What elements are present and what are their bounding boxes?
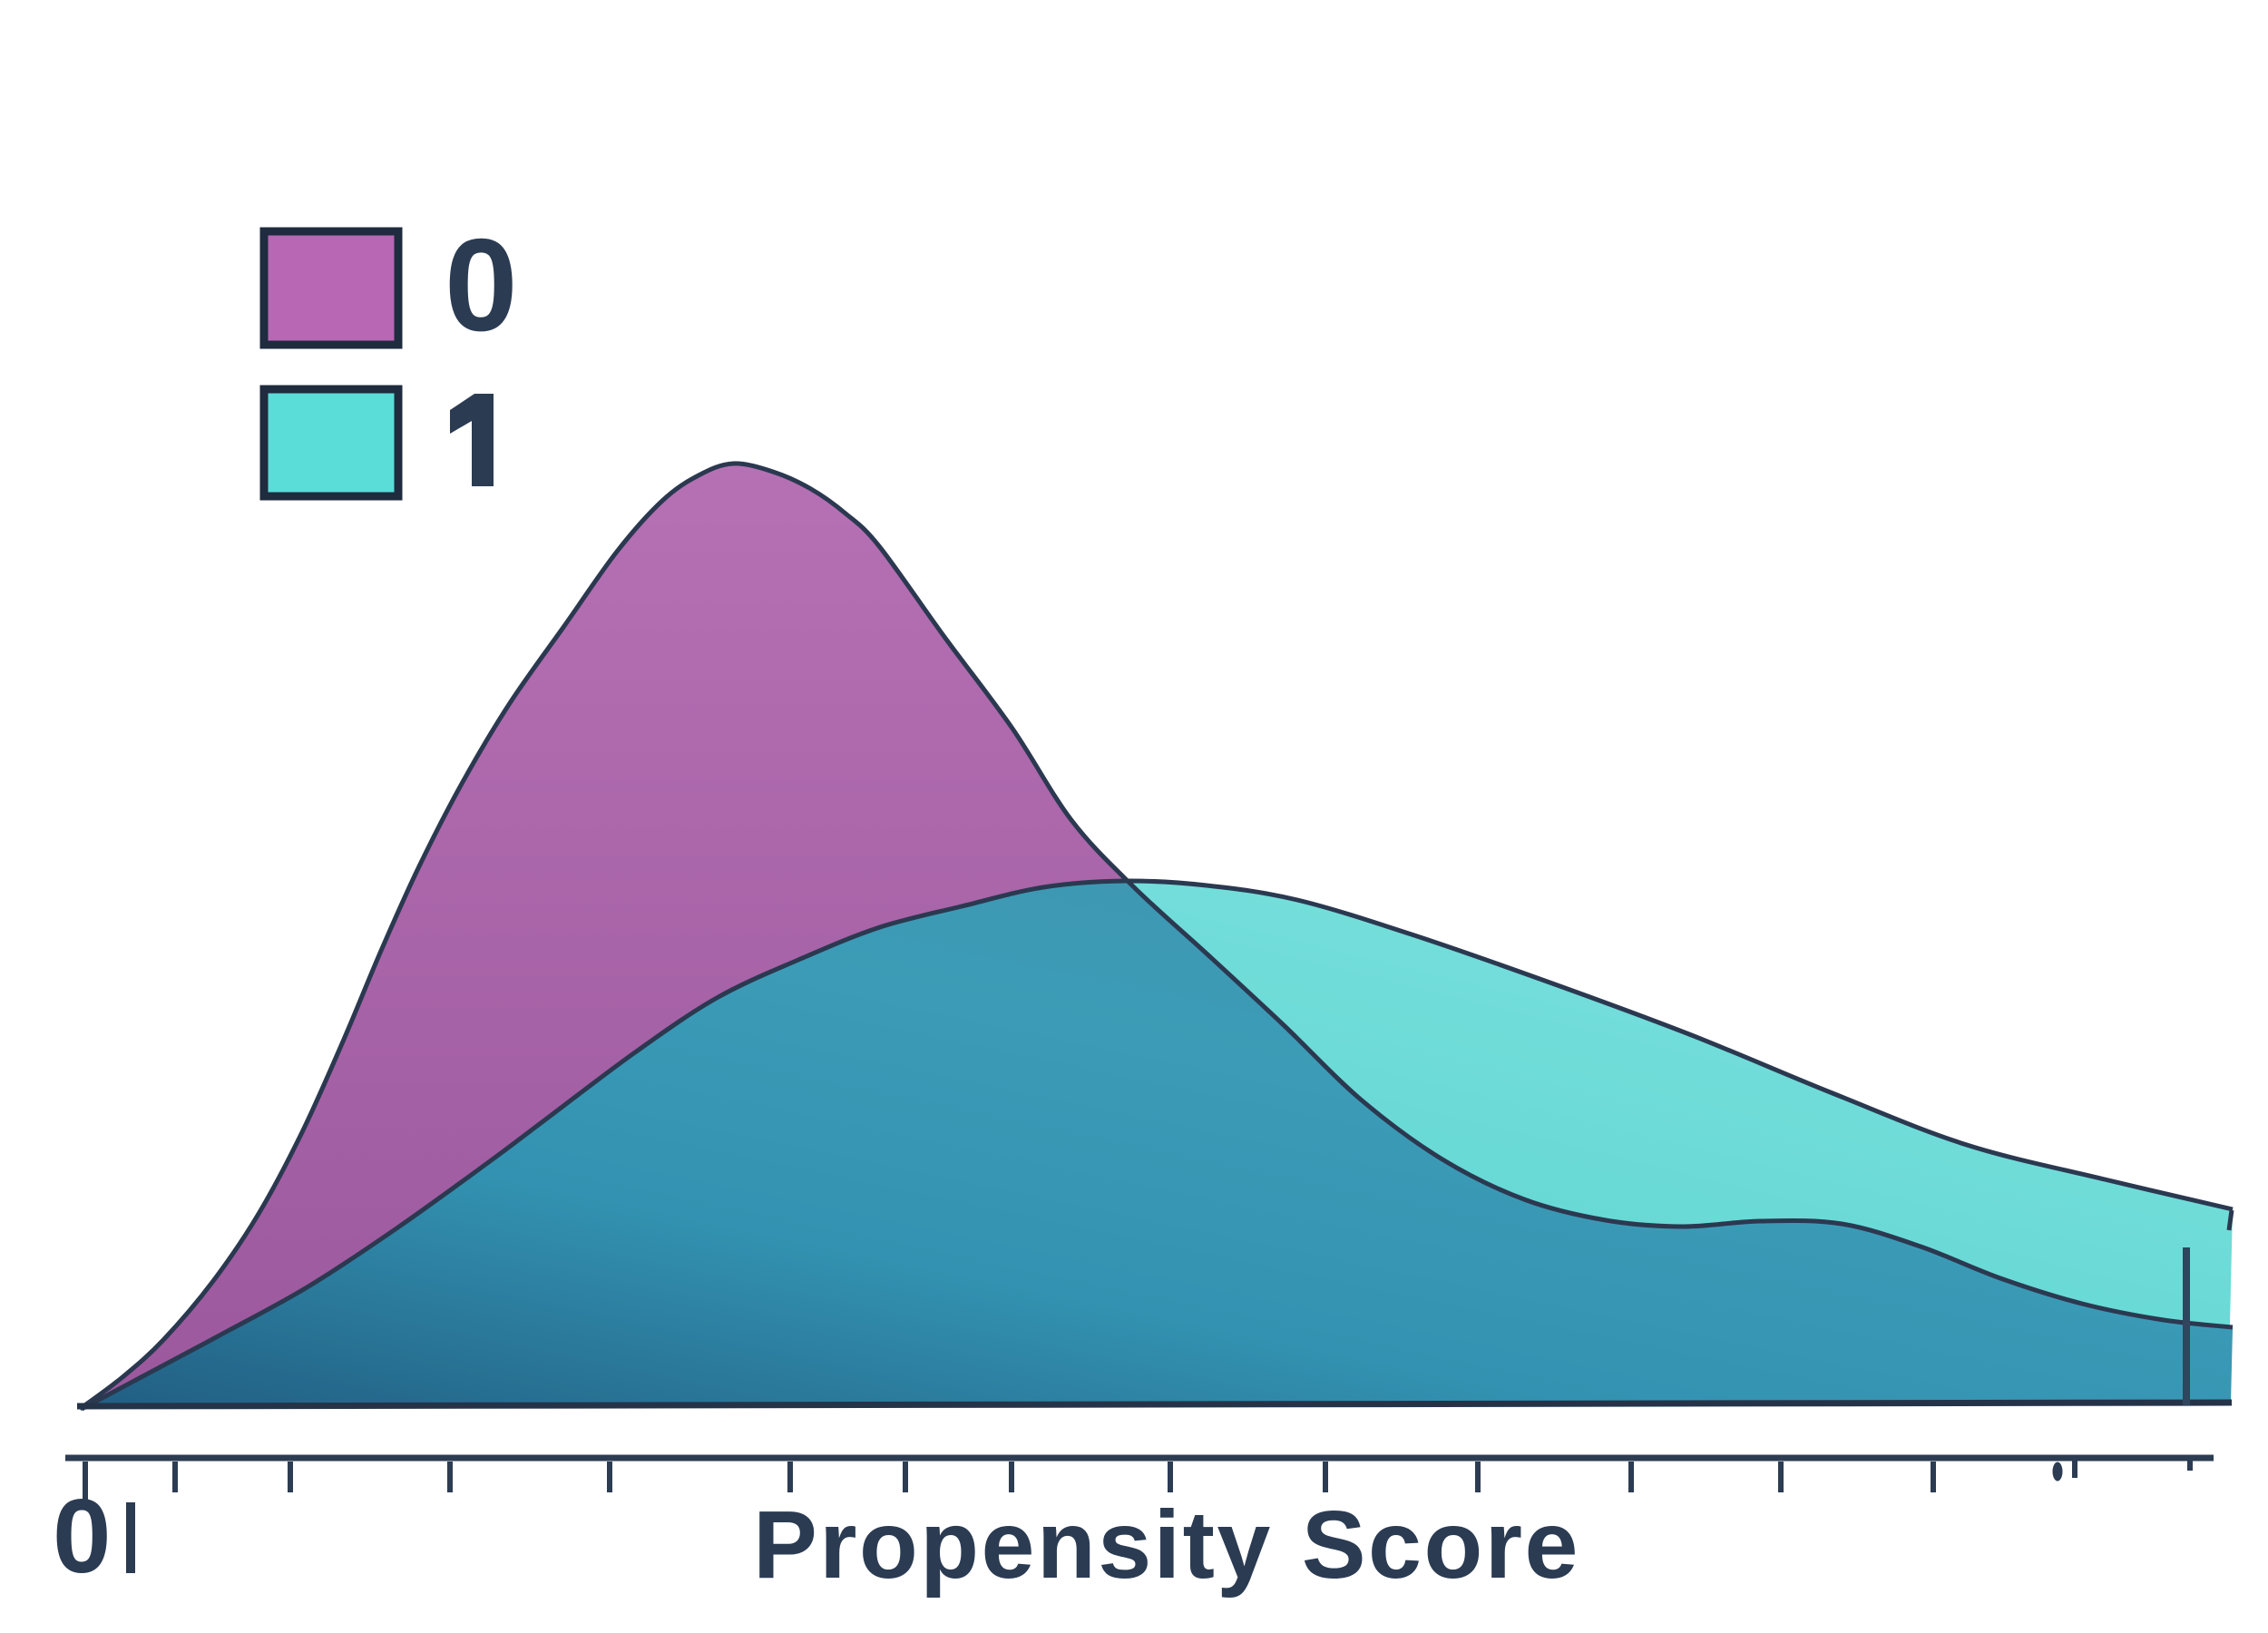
svg-text:0: 0 [53,1477,112,1595]
svg-text:Propensity Score: Propensity Score [753,1491,1580,1599]
svg-text:0: 0 [445,211,518,358]
